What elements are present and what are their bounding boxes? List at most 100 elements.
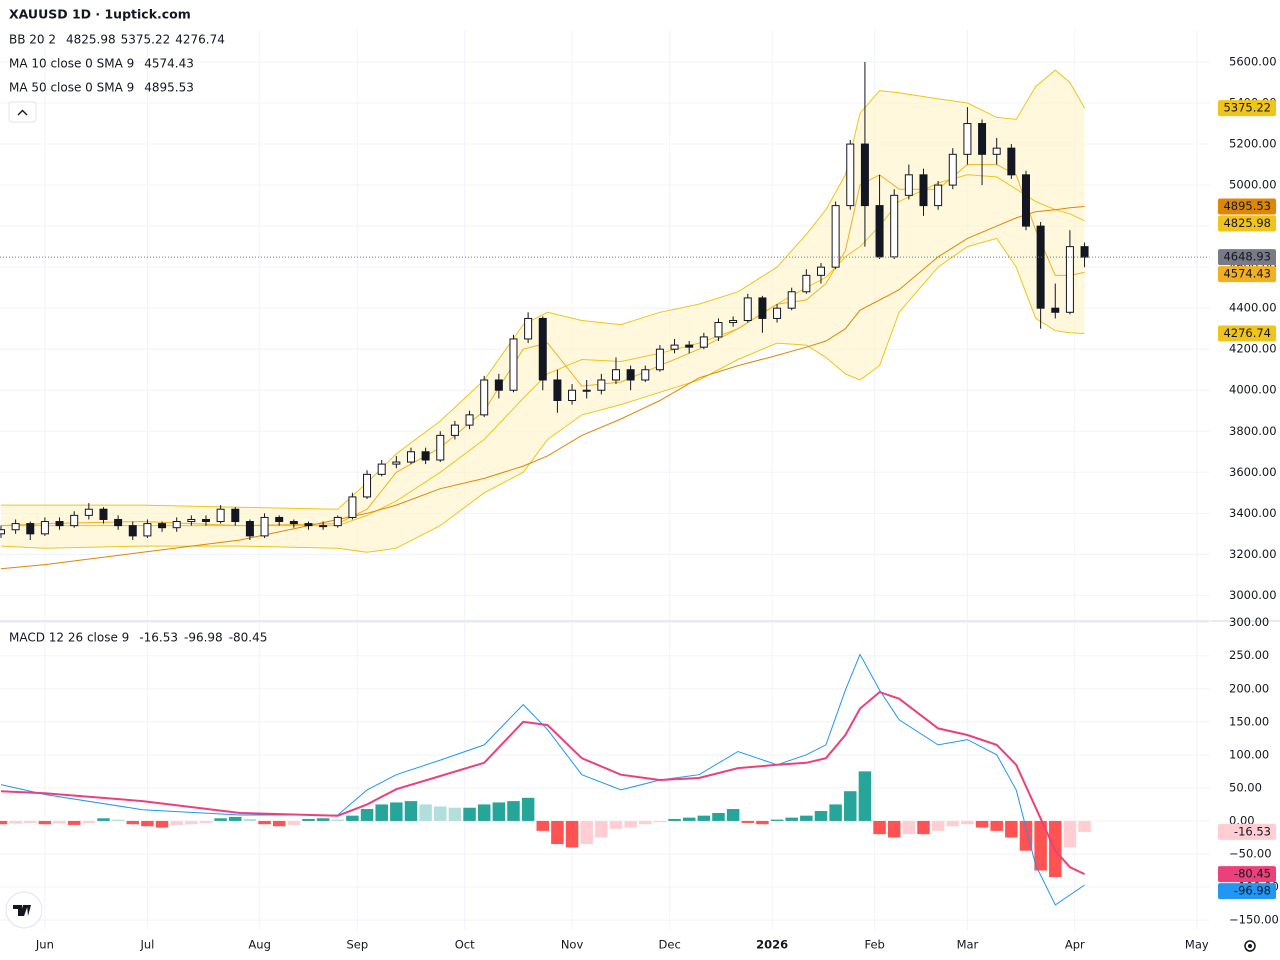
histogram-bar bbox=[463, 807, 476, 821]
macd-line bbox=[0, 653, 1085, 906]
price-badge bbox=[1218, 249, 1276, 266]
candle-body bbox=[538, 317, 547, 381]
histogram-bar bbox=[580, 820, 593, 845]
candle-body bbox=[904, 174, 913, 196]
histogram-bar bbox=[814, 811, 828, 821]
x-tick-label: Mar bbox=[957, 938, 979, 952]
price-badge bbox=[1218, 325, 1276, 342]
histogram-bar bbox=[155, 820, 169, 828]
y-tick-label: 50.00 bbox=[1229, 780, 1262, 794]
chevron-icon bbox=[17, 109, 28, 116]
price-badge-label: 4895.53 bbox=[1223, 199, 1271, 213]
price-badge bbox=[1218, 823, 1276, 840]
legend-value: -80.45 bbox=[229, 631, 268, 645]
candle-body bbox=[670, 344, 679, 350]
tv-logo[interactable] bbox=[5, 891, 43, 929]
y-tick-label: 300.00 bbox=[1229, 615, 1269, 629]
candle-body bbox=[143, 523, 152, 537]
candle-body bbox=[714, 322, 723, 338]
histogram-bar bbox=[126, 820, 140, 825]
histogram-bar bbox=[346, 815, 359, 821]
histogram-bar bbox=[404, 801, 418, 821]
x-tick-label: Jul bbox=[139, 938, 154, 952]
y-tick-label: 4000.00 bbox=[1229, 383, 1277, 397]
histogram-bar bbox=[917, 820, 930, 835]
candle-body bbox=[729, 319, 738, 324]
legend-label: MA 50 close 0 SMA 9 bbox=[9, 81, 134, 95]
price-badge bbox=[1218, 100, 1276, 117]
price-badge-label: 4574.43 bbox=[1223, 267, 1271, 281]
histogram-bar bbox=[595, 820, 608, 838]
histogram-bar bbox=[1063, 820, 1077, 848]
price-badge bbox=[1218, 198, 1276, 215]
histogram-bar bbox=[829, 804, 842, 821]
plot bbox=[0, 62, 1210, 906]
histogram-bar bbox=[390, 802, 403, 821]
histogram-bar bbox=[507, 801, 520, 821]
x-tick-label: Dec bbox=[659, 938, 681, 952]
ma-line bbox=[0, 164, 1085, 527]
y-tick-label: 3200.00 bbox=[1229, 547, 1277, 561]
legend-value: 4895.53 bbox=[144, 81, 194, 95]
histogram-bar bbox=[887, 820, 901, 838]
ma-line bbox=[0, 206, 1085, 570]
candle-body bbox=[231, 508, 240, 523]
histogram-bar bbox=[682, 817, 696, 821]
y-tick-label: 100.00 bbox=[1229, 747, 1269, 761]
histogram-bar bbox=[931, 820, 945, 831]
histogram-bar bbox=[946, 820, 960, 827]
histogram-bar bbox=[243, 818, 257, 821]
histogram-bar bbox=[67, 820, 81, 825]
histogram-bar bbox=[712, 813, 725, 821]
histogram-bar bbox=[9, 820, 22, 824]
histogram-bar bbox=[536, 820, 550, 831]
histogram-bar bbox=[331, 819, 345, 821]
x-tick-label: Oct bbox=[455, 938, 475, 952]
price-badge-label: -80.45 bbox=[1234, 867, 1271, 881]
histogram-bar bbox=[448, 807, 462, 821]
x-tick-label: Jun bbox=[35, 938, 54, 952]
candle-body bbox=[187, 518, 196, 523]
price-badge bbox=[1218, 215, 1276, 232]
pane bbox=[0, 62, 1210, 570]
histogram-bar bbox=[1034, 820, 1047, 871]
candle-body bbox=[436, 434, 445, 461]
candle-body bbox=[1051, 307, 1060, 313]
histogram-bar bbox=[668, 818, 681, 821]
gear-hub bbox=[1248, 944, 1252, 948]
candle-body bbox=[480, 379, 489, 416]
x-tick-label: Feb bbox=[864, 938, 884, 952]
candle-body bbox=[333, 516, 342, 527]
candle-body bbox=[787, 291, 796, 309]
legend-value: -96.98 bbox=[184, 631, 223, 645]
settings-button[interactable] bbox=[1244, 940, 1256, 952]
histogram-bar bbox=[419, 804, 432, 821]
candle-body bbox=[201, 518, 210, 523]
histogram-bar bbox=[873, 820, 886, 835]
y-tick-label: 200.00 bbox=[1229, 681, 1269, 695]
candle-body bbox=[0, 529, 5, 535]
y-tick-label: 250.00 bbox=[1229, 648, 1269, 662]
axes: 3000.00 3200.00 3400.00 3600.00 3800.00 4000.… bbox=[35, 55, 1279, 952]
price-badge-label: 4825.98 bbox=[1223, 216, 1271, 230]
candle-body bbox=[890, 194, 899, 258]
price-badge-label: 4276.74 bbox=[1223, 326, 1271, 340]
button-frame[interactable] bbox=[8, 101, 37, 123]
legend-label: BB 20 2 bbox=[9, 33, 56, 47]
histogram-bar bbox=[258, 820, 271, 825]
x-tick-label: Sep bbox=[346, 938, 368, 952]
legend: XAUUSD 1D · 1uptick.com BB 20 2 4825.98 53… bbox=[9, 7, 267, 645]
legend-label: MA 10 close 0 SMA 9 bbox=[9, 57, 134, 71]
histogram-bar bbox=[1019, 820, 1033, 851]
histogram-bar bbox=[375, 804, 388, 821]
x-tick-label: 2026 bbox=[756, 938, 788, 952]
histogram-bar bbox=[961, 820, 974, 825]
candle-body bbox=[773, 307, 782, 319]
histogram-bar bbox=[741, 820, 755, 823]
candle-body bbox=[743, 297, 752, 321]
candle-body bbox=[641, 369, 650, 381]
histogram-bar bbox=[1005, 820, 1018, 838]
candle-body bbox=[172, 521, 181, 529]
collapse-button[interactable] bbox=[8, 101, 37, 123]
histogram-bar bbox=[111, 819, 125, 821]
